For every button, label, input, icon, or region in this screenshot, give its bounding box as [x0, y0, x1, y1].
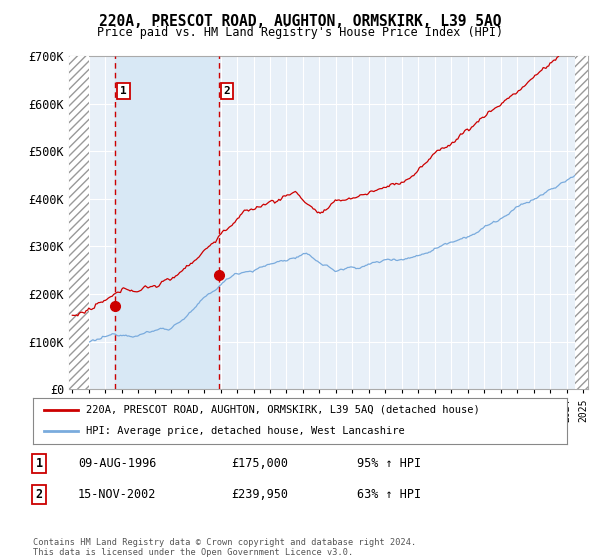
Text: 2: 2	[224, 86, 230, 96]
Text: Price paid vs. HM Land Registry's House Price Index (HPI): Price paid vs. HM Land Registry's House …	[97, 26, 503, 39]
Text: 1: 1	[120, 86, 127, 96]
Text: 1: 1	[35, 457, 43, 470]
Text: Contains HM Land Registry data © Crown copyright and database right 2024.
This d: Contains HM Land Registry data © Crown c…	[33, 538, 416, 557]
Text: HPI: Average price, detached house, West Lancashire: HPI: Average price, detached house, West…	[86, 426, 405, 436]
Bar	[69, 56, 89, 389]
Bar	[575, 56, 588, 389]
Bar	[115, 56, 218, 389]
Text: 2: 2	[35, 488, 43, 501]
Text: 220A, PRESCOT ROAD, AUGHTON, ORMSKIRK, L39 5AQ (detached house): 220A, PRESCOT ROAD, AUGHTON, ORMSKIRK, L…	[86, 405, 480, 415]
Text: £239,950: £239,950	[231, 488, 288, 501]
Text: 15-NOV-2002: 15-NOV-2002	[78, 488, 157, 501]
Text: 09-AUG-1996: 09-AUG-1996	[78, 457, 157, 470]
Text: 220A, PRESCOT ROAD, AUGHTON, ORMSKIRK, L39 5AQ: 220A, PRESCOT ROAD, AUGHTON, ORMSKIRK, L…	[99, 14, 501, 29]
Text: 63% ↑ HPI: 63% ↑ HPI	[357, 488, 421, 501]
Text: 95% ↑ HPI: 95% ↑ HPI	[357, 457, 421, 470]
Text: £175,000: £175,000	[231, 457, 288, 470]
